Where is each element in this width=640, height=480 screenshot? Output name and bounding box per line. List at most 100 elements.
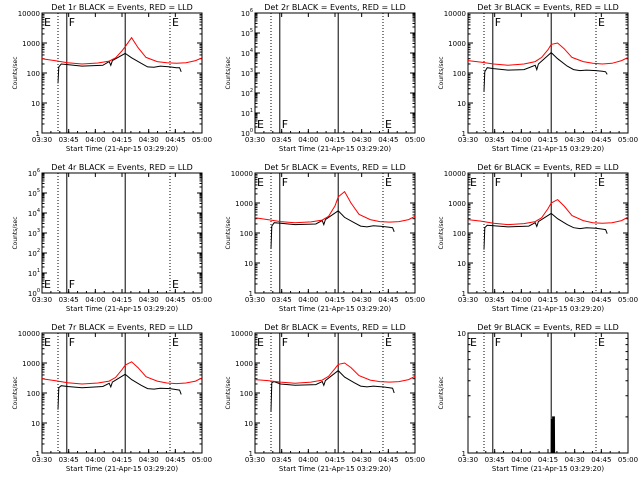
y-axis-label: Counts/sec (225, 216, 232, 249)
x-tick-label: 04:45 (165, 136, 185, 144)
x-tick-label: 03:30 (245, 136, 265, 144)
x-tick-label: 04:30 (565, 136, 585, 144)
flag-label: F (282, 118, 288, 131)
flag-label: E (470, 176, 477, 189)
x-tick-label: 03:45 (485, 296, 505, 304)
y-tick-label: 100 (241, 128, 253, 138)
x-tick-label: 04:00 (511, 456, 531, 464)
x-tick-label: 03:45 (272, 136, 292, 144)
detector-panel-8: Det 8r BLACK = Events, RED = LLD 1 10 100 10… (225, 323, 425, 473)
y-tick-label: 1 (36, 130, 40, 138)
y-tick-label: 1000 (448, 40, 466, 48)
x-tick-label: 04:30 (352, 136, 372, 144)
events-series-line (483, 212, 608, 250)
plot-frame (467, 332, 629, 454)
x-axis-label: Start Time (21-Apr-15 03:29:20) (66, 145, 178, 153)
x-axis-label: Start Time (21-Apr-15 03:29:20) (279, 305, 391, 313)
y-tick-label: 1 (249, 290, 253, 298)
x-tick-label: 05:00 (405, 456, 425, 464)
y-tick-label: 1000 (448, 200, 466, 208)
x-tick-label: 04:00 (298, 296, 318, 304)
x-tick-label: 04:15 (112, 136, 132, 144)
flag-label: F (495, 16, 501, 29)
x-tick-label: 03:30 (32, 296, 52, 304)
x-tick-label: 04:15 (112, 296, 132, 304)
x-tick-label: 04:15 (538, 456, 558, 464)
plot-frame (41, 332, 203, 454)
y-tick-label: 105 (28, 188, 40, 198)
panel-title: Det 8r BLACK = Events, RED = LLD (264, 323, 406, 332)
panel-title: Det 2r BLACK = Events, RED = LLD (264, 3, 406, 12)
x-tick-label: 03:30 (32, 456, 52, 464)
lld-series-line (254, 190, 416, 224)
x-tick-label: 04:45 (165, 296, 185, 304)
x-tick-label: 04:45 (378, 136, 398, 144)
y-axis-label: Counts/sec (12, 216, 19, 249)
x-tick-label: 03:45 (59, 136, 79, 144)
x-tick-label: 05:00 (405, 136, 425, 144)
y-tick-label: 103 (28, 228, 40, 238)
x-tick-label: 05:00 (618, 296, 638, 304)
flag-label: E (44, 336, 51, 349)
x-tick-label: 04:00 (511, 296, 531, 304)
flag-label: E (598, 336, 605, 349)
panel-title: Det 9r BLACK = Events, RED = LLD (477, 323, 619, 332)
y-tick-label: 10000 (444, 10, 466, 18)
flag-label: E (598, 176, 605, 189)
flag-label: E (385, 118, 392, 131)
panel-title: Det 7r BLACK = Events, RED = LLD (51, 323, 193, 332)
x-tick-label: 03:30 (458, 456, 478, 464)
flag-label: E (172, 336, 179, 349)
y-tick-label: 10 (457, 330, 466, 338)
x-tick-label: 05:00 (405, 296, 425, 304)
y-tick-label: 1 (462, 130, 466, 138)
y-tick-label: 105 (241, 28, 253, 38)
panel-title: Det 1r BLACK = Events, RED = LLD (51, 3, 193, 12)
panel-title: Det 6r BLACK = Events, RED = LLD (477, 163, 619, 172)
flag-label: F (282, 176, 288, 189)
x-tick-label: 03:45 (59, 296, 79, 304)
x-tick-label: 04:30 (139, 296, 159, 304)
lld-series-line (254, 362, 416, 384)
flag-label: E (172, 278, 179, 291)
y-axis-label: Counts/sec (438, 376, 445, 409)
y-tick-label: 100 (453, 70, 466, 78)
x-tick-label: 04:30 (139, 136, 159, 144)
plot-frame (254, 172, 416, 294)
plot-frame (41, 12, 203, 134)
panel-title: Det 4r BLACK = Events, RED = LLD (51, 163, 193, 172)
plot-frame (254, 332, 416, 454)
x-tick-label: 04:45 (378, 456, 398, 464)
y-tick-label: 10 (457, 100, 466, 108)
y-tick-label: 106 (28, 168, 40, 178)
detector-panel-6: Det 6r BLACK = Events, RED = LLD 1 10 100 10… (438, 163, 638, 313)
x-tick-label: 04:15 (538, 296, 558, 304)
y-tick-label: 100 (27, 390, 40, 398)
y-tick-label: 1 (462, 450, 466, 458)
x-axis-label: Start Time (21-Apr-15 03:29:20) (279, 145, 391, 153)
lld-series-line (467, 42, 629, 66)
x-axis-label: Start Time (21-Apr-15 03:29:20) (66, 305, 178, 313)
x-tick-label: 04:45 (378, 296, 398, 304)
y-tick-label: 1 (36, 450, 40, 458)
events-series-line (57, 373, 182, 410)
x-tick-label: 04:30 (565, 456, 585, 464)
y-tick-label: 10000 (231, 170, 253, 178)
y-axis-label: Counts/sec (225, 56, 232, 89)
x-tick-label: 03:30 (245, 456, 265, 464)
x-tick-label: 04:15 (325, 456, 345, 464)
y-tick-label: 10000 (18, 330, 40, 338)
y-tick-label: 104 (28, 208, 40, 218)
x-tick-label: 04:15 (112, 456, 132, 464)
y-tick-label: 100 (240, 230, 253, 238)
x-tick-label: 03:45 (272, 456, 292, 464)
flag-label: E (257, 118, 264, 131)
flag-label: E (257, 176, 264, 189)
x-tick-label: 04:30 (352, 456, 372, 464)
flag-label: E (385, 336, 392, 349)
x-axis-label: Start Time (21-Apr-15 03:29:20) (492, 145, 604, 153)
x-tick-label: 04:45 (165, 456, 185, 464)
x-tick-label: 03:30 (458, 296, 478, 304)
x-tick-label: 03:30 (458, 136, 478, 144)
